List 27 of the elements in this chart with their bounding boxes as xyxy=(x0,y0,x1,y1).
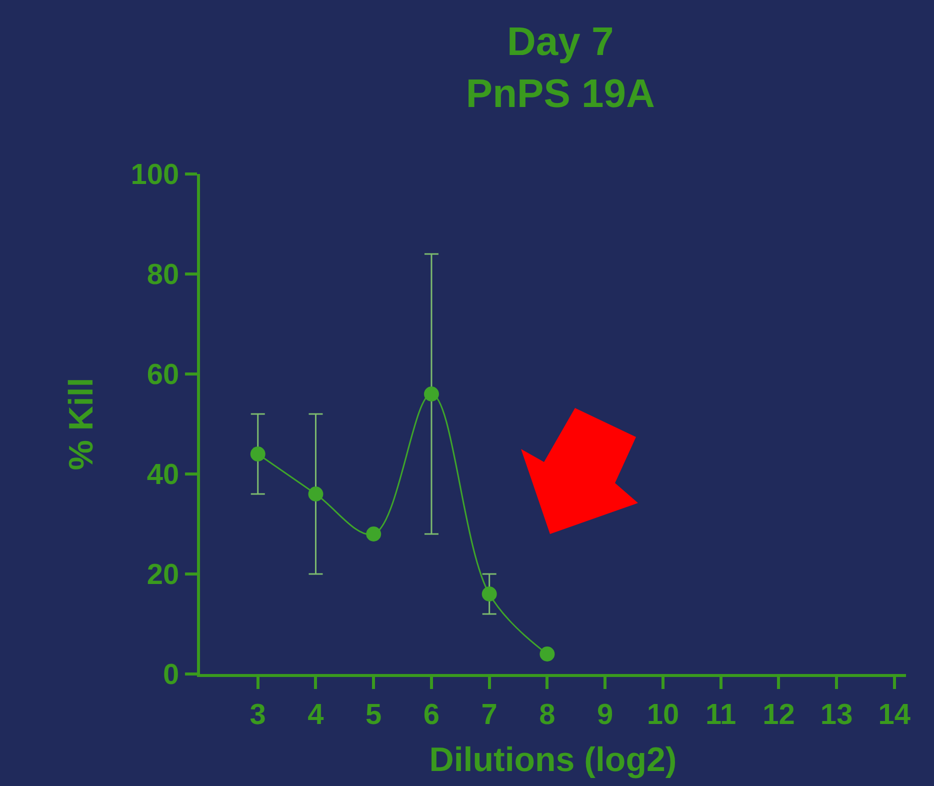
point xyxy=(540,646,555,662)
point xyxy=(482,586,497,602)
x-tick-label: 4 xyxy=(308,698,324,731)
y-tick-label: 100 xyxy=(130,159,180,192)
x-tick-label: 11 xyxy=(705,698,736,731)
x-tick-label: 10 xyxy=(646,698,680,731)
y-tick-label: 60 xyxy=(146,359,180,392)
x-tick-label: 14 xyxy=(878,698,911,731)
x-tick-label: 7 xyxy=(481,698,498,731)
x-tick-label: 8 xyxy=(539,698,556,731)
point xyxy=(366,526,382,542)
y-tick-label: 20 xyxy=(146,559,180,592)
y-tick-label: 80 xyxy=(146,259,180,292)
point xyxy=(424,386,439,402)
y-axis-title: % Kill xyxy=(62,378,100,470)
point xyxy=(250,446,266,462)
x-tick-label: 12 xyxy=(762,698,795,731)
y-tick-label: 0 xyxy=(163,659,180,692)
x-tick-label: 6 xyxy=(423,698,440,731)
chart-title: Day 7 PnPS 19A xyxy=(466,20,655,116)
x-tick-label: 13 xyxy=(820,698,853,731)
y-tick-label: 40 xyxy=(146,459,180,492)
x-tick-label: 9 xyxy=(597,698,614,731)
x-axis-title: Dilutions (log2) xyxy=(429,741,677,780)
x-tick-label: 5 xyxy=(366,698,382,731)
point xyxy=(308,486,324,502)
x-tick-label: 3 xyxy=(250,698,266,731)
